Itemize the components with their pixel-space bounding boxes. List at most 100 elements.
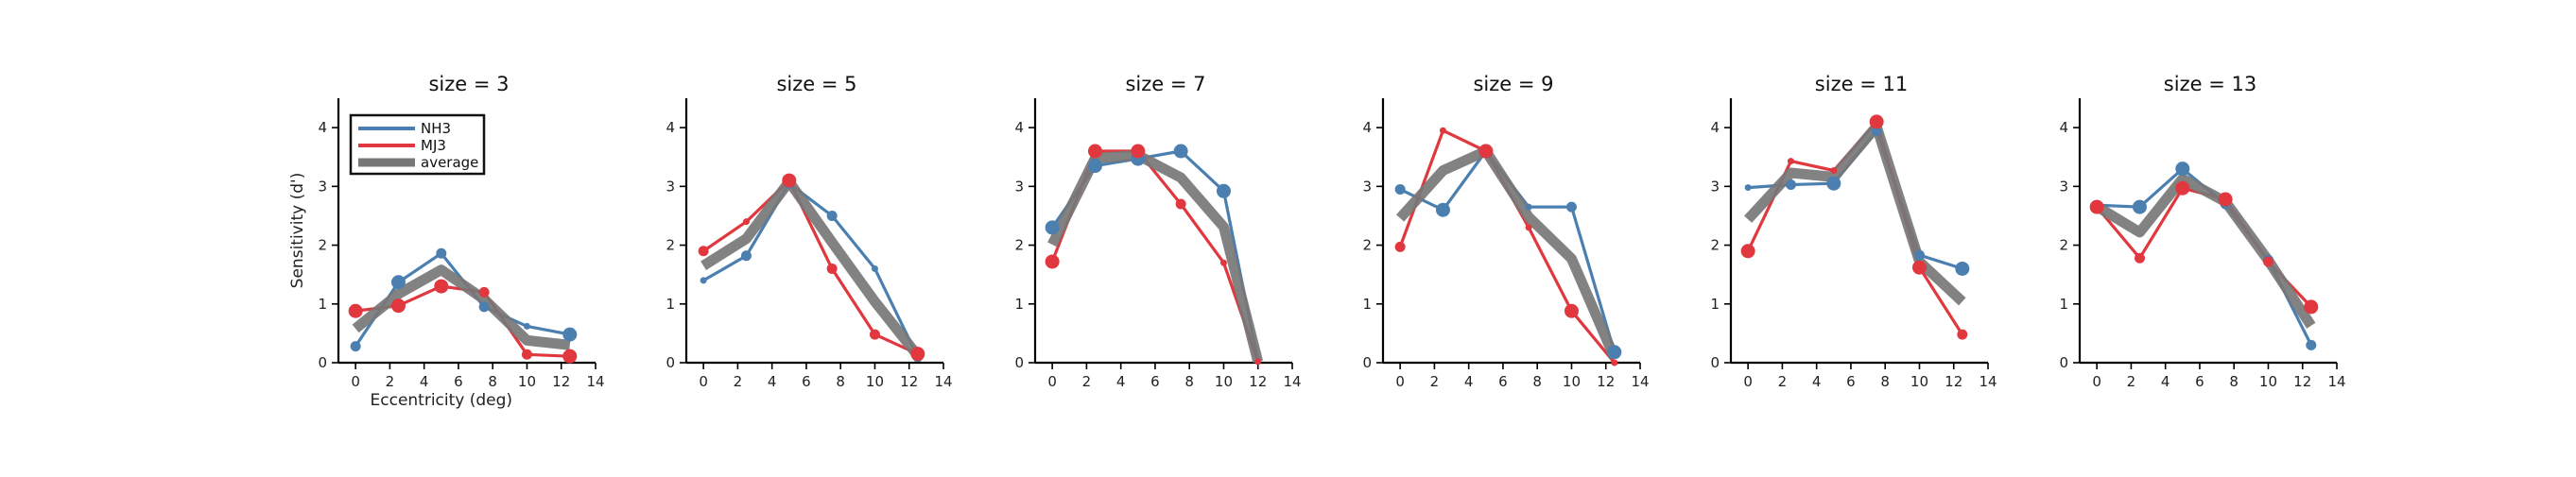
panel-title: size = 9 [1473,73,1553,95]
data-point-mj3 [1175,198,1186,210]
x-tick-label: 2 [734,373,743,390]
x-tick-label: 2 [1778,373,1788,390]
y-tick-label: 4 [2059,119,2068,136]
data-point-mj3 [521,349,532,360]
x-tick-label: 4 [1464,373,1474,390]
series-line-average [1744,121,1966,306]
x-tick-label: 8 [1532,373,1542,390]
data-point-mj3 [1219,259,1227,266]
x-tick-label: 0 [2092,373,2101,390]
series-line-average [700,176,923,359]
x-tick-label: 0 [1047,373,1057,390]
legend-label-MJ3: MJ3 [421,137,446,154]
data-point-mj3 [1131,144,1146,159]
x-tick-label: 10 [518,373,536,390]
x-tick-label: 12 [552,373,570,390]
y-tick-label: 3 [318,178,327,195]
x-tick-label: 10 [1910,373,1928,390]
x-tick-label: 4 [1116,373,1126,390]
x-tick-label: 10 [866,373,884,390]
data-point-mj3 [1869,114,1884,129]
y-tick-label: 0 [1014,354,1024,371]
x-axis-label: Eccentricity (deg) [371,391,513,410]
x-tick-label: 12 [2293,373,2311,390]
series-line-nh3 [702,181,920,358]
data-point-nh3 [1087,159,1102,174]
x-tick-label: 8 [1184,373,1194,390]
data-point-mj3 [910,347,925,362]
y-tick-label: 2 [1014,237,1024,254]
data-point-mj3 [1254,358,1262,366]
x-tick-label: 14 [1979,373,1997,390]
data-point-mj3 [434,279,449,294]
data-point-mj3 [2262,256,2273,267]
data-point-nh3 [2132,199,2147,214]
y-tick-label: 2 [318,237,327,254]
legend-label-average: average [421,154,478,171]
x-tick-label: 12 [1945,373,1962,390]
series-line-average [1047,149,1264,364]
data-point-mj3 [1611,359,1618,366]
data-point-mj3 [1564,303,1579,318]
y-tick-label: 2 [1710,237,1720,254]
data-point-nh3 [1913,249,1925,261]
y-tick-label: 4 [318,119,327,136]
y-tick-label: 0 [2059,354,2068,371]
data-point-nh3 [1607,345,1622,360]
x-tick-label: 14 [586,373,604,390]
data-point-nh3 [871,264,878,272]
data-point-mj3 [1525,224,1532,231]
y-axis-label: Sensitivity (d') [288,173,307,289]
data-point-nh3 [1565,201,1577,213]
data-point-mj3 [2175,180,2190,196]
y-tick-label: 0 [1710,354,1720,371]
data-point-nh3 [1826,176,1841,191]
data-point-mj3 [1957,329,1968,340]
panel-title: size = 13 [2164,73,2256,95]
data-point-mj3 [1911,260,1927,275]
series-line-mj3 [702,179,919,356]
x-tick-label: 6 [454,373,463,390]
data-point-mj3 [1439,127,1446,134]
y-tick-label: 2 [1362,237,1372,254]
legend-label-NH3: NH3 [421,120,451,137]
x-tick-label: 10 [1215,373,1233,390]
data-point-mj3 [1478,144,1494,159]
x-tick-label: 12 [1249,373,1267,390]
data-point-nh3 [436,247,447,259]
y-tick-label: 1 [1710,296,1720,313]
x-tick-label: 0 [1395,373,1405,390]
x-tick-label: 8 [488,373,497,390]
data-point-mj3 [478,286,490,298]
x-tick-label: 10 [2259,373,2277,390]
data-point-mj3 [742,218,750,226]
x-tick-label: 14 [1283,373,1301,390]
x-tick-label: 2 [1082,373,1092,390]
y-tick-label: 3 [1014,178,1024,195]
x-tick-label: 14 [2327,373,2345,390]
y-tick-label: 1 [318,296,327,313]
x-tick-label: 6 [802,373,811,390]
data-point-nh3 [1173,144,1188,159]
y-tick-label: 1 [1014,296,1024,313]
x-tick-label: 6 [1150,373,1160,390]
x-tick-label: 12 [900,373,918,390]
x-tick-label: 4 [1812,373,1822,390]
data-point-nh3 [2175,162,2190,177]
x-tick-label: 8 [1880,373,1890,390]
x-tick-label: 8 [836,373,845,390]
data-point-mj3 [2218,192,2233,207]
data-point-nh3 [562,327,578,342]
y-tick-label: 4 [666,119,675,136]
data-point-mj3 [1740,244,1755,259]
x-tick-label: 12 [1597,373,1615,390]
data-point-nh3 [523,322,530,330]
x-tick-label: 14 [934,373,952,390]
x-tick-label: 6 [1846,373,1856,390]
series-line-average [352,264,571,350]
